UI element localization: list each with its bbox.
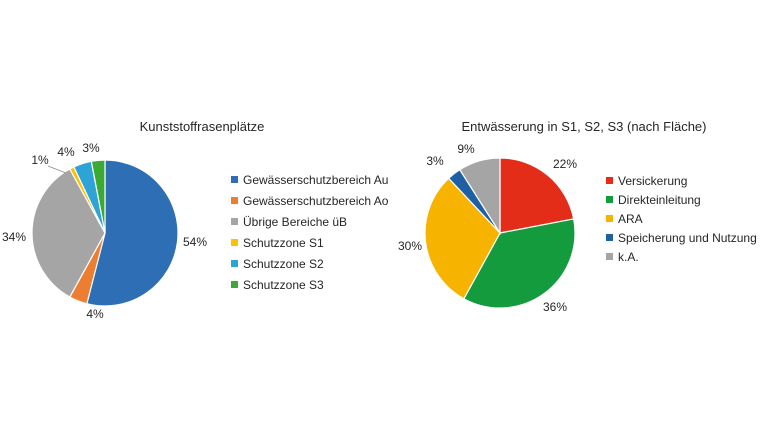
- data-label-gewaesserschutzbereich-au: 54%: [183, 235, 207, 249]
- legend-label-versickerung: Versickerung: [618, 174, 687, 188]
- legend-label-schutzzone-s1: Schutzzone S1: [243, 236, 324, 250]
- legend-swatch-versickerung: [606, 177, 613, 184]
- legend-swatch-k-a: [606, 253, 613, 260]
- pie-slice-schutzzone-s3: [90, 159, 106, 234]
- legend-label-k-a: k.A.: [618, 250, 639, 264]
- legend-label-schutzzone-s3: Schutzzone S3: [243, 278, 324, 292]
- chart-title-kunststoffrasen: Kunststoffrasenplätze: [140, 119, 265, 134]
- pie-slice-k-a: [458, 157, 501, 236]
- data-label-schutzzone-s3: 3%: [82, 141, 100, 155]
- pie-chart-kunststoffrasen: 54% 4% 34% 1% 4% 3%: [2, 141, 207, 321]
- legend-swatch-gewaesserschutzbereich-au: [231, 176, 238, 183]
- pie-slice-ara: [424, 177, 501, 300]
- data-label-direkteinleitung: 36%: [543, 300, 567, 314]
- data-label-schutzzone-s1: 1%: [31, 153, 49, 167]
- chart-title-entwaesserung: Entwässerung in S1, S2, S3 (nach Fläche): [462, 119, 707, 134]
- legend-entwaesserung: Versickerung Direkteinleitung ARA Speicheru…: [606, 174, 757, 264]
- legend-swatch-direkteinleitung: [606, 196, 613, 203]
- legend-swatch-ara: [606, 215, 613, 222]
- leader-line-schutzzone-s1: [47, 165, 67, 174]
- data-label-gewaesserschutzbereich-ao: 4%: [86, 307, 104, 321]
- legend-label-gewaesserschutzbereich-ao: Gewässerschutzbereich Ao: [243, 194, 389, 208]
- data-label-ara: 30%: [398, 239, 422, 253]
- legend-swatch-gewaesserschutzbereich-ao: [231, 197, 238, 204]
- pie-slice-versickerung: [499, 157, 575, 234]
- legend-swatch-uebrige-bereiche-ueb: [231, 218, 238, 225]
- pie-slice-direkteinleitung: [463, 218, 576, 309]
- legend-swatch-schutzzone-s2: [231, 260, 238, 267]
- legend-label-uebrige-bereiche-ueb: Übrige Bereiche üB: [243, 215, 347, 229]
- pie-slice-gewaesserschutzbereich-au: [86, 159, 179, 307]
- legend-swatch-schutzzone-s1: [231, 239, 238, 246]
- legend-label-schutzzone-s2: Schutzzone S2: [243, 257, 324, 271]
- legend-kunststoffrasen: Gewässerschutzbereich Au Gewässerschutzbe…: [231, 173, 389, 292]
- legend-label-ara: ARA: [618, 212, 643, 226]
- data-label-uebrige-bereiche-ueb: 34%: [2, 230, 26, 244]
- legend-label-direkteinleitung: Direkteinleitung: [618, 193, 701, 207]
- data-label-versickerung: 22%: [553, 157, 577, 171]
- data-label-schutzzone-s2: 4%: [57, 145, 75, 159]
- legend-swatch-speicherung-und-nutzung: [606, 234, 613, 241]
- data-label-k-a: 9%: [457, 142, 475, 156]
- legend-label-gewaesserschutzbereich-au: Gewässerschutzbereich Au: [243, 173, 388, 187]
- legend-label-speicherung-und-nutzung: Speicherung und Nutzung: [618, 231, 757, 245]
- data-label-speicherung-und-nutzung: 3%: [426, 154, 444, 168]
- legend-swatch-schutzzone-s3: [231, 281, 238, 288]
- pie-chart-entwaesserung: 22% 36% 30% 3% 9%: [398, 142, 577, 314]
